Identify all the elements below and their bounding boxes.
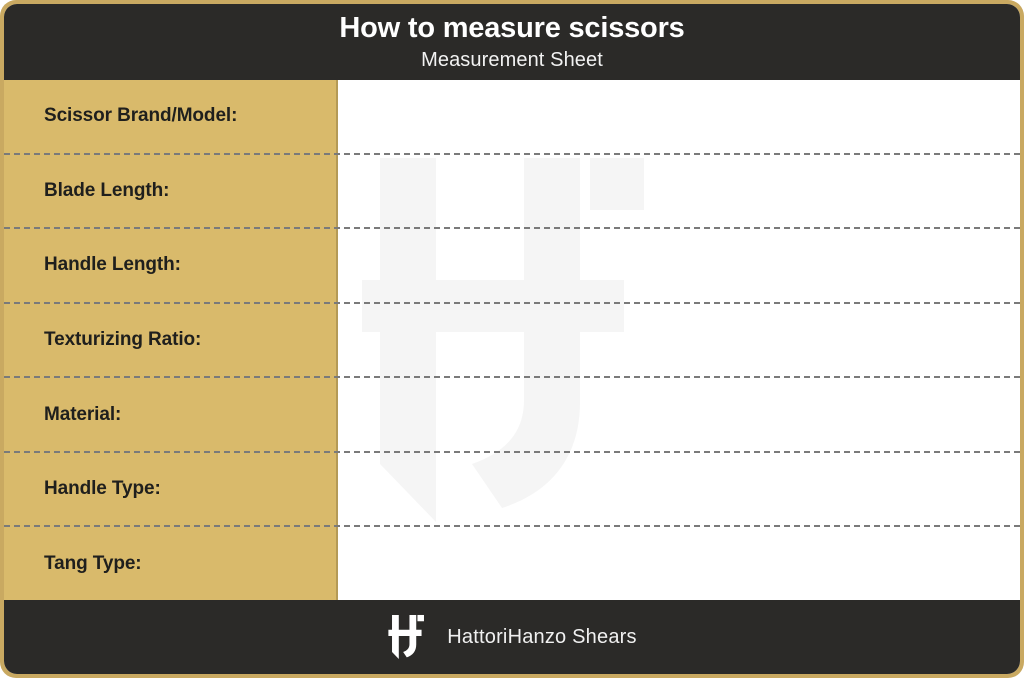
row-field-material[interactable] (338, 378, 1020, 451)
table-row: Texturizing Ratio: (4, 304, 1020, 379)
row-label-blade-length: Blade Length: (44, 179, 170, 201)
table-row: Tang Type: (4, 527, 1020, 600)
measurement-rows: Scissor Brand/Model: Blade Length: Handl… (4, 80, 1020, 600)
table-row: Material: (4, 378, 1020, 453)
row-field-scissor-brand-model[interactable] (338, 80, 1020, 153)
measurement-sheet-inner: How to measure scissors Measurement Shee… (4, 4, 1020, 674)
table-row: Handle Type: (4, 453, 1020, 528)
hattori-hanzo-monogram-icon (387, 614, 429, 660)
row-label-handle-length: Handle Length: (44, 254, 181, 276)
sheet-header: How to measure scissors Measurement Shee… (4, 4, 1020, 80)
page-title: How to measure scissors (339, 12, 685, 44)
page-subtitle: Measurement Sheet (421, 49, 603, 71)
row-label-material: Material: (44, 403, 122, 425)
row-label-scissor-brand-model: Scissor Brand/Model: (44, 105, 238, 127)
row-field-handle-length[interactable] (338, 229, 1020, 302)
table-row: Handle Length: (4, 229, 1020, 304)
row-label-tang-type: Tang Type: (44, 552, 142, 574)
row-label-texturizing-ratio: Texturizing Ratio: (44, 329, 202, 351)
row-field-blade-length[interactable] (338, 155, 1020, 228)
label-column-background (4, 80, 338, 600)
sheet-footer: HattoriHanzo Shears (4, 600, 1020, 674)
row-field-texturizing-ratio[interactable] (338, 304, 1020, 377)
table-row: Blade Length: (4, 155, 1020, 230)
row-field-handle-type[interactable] (338, 453, 1020, 526)
row-field-tang-type[interactable] (338, 527, 1020, 600)
brand-name: HattoriHanzo Shears (447, 625, 637, 648)
table-row: Scissor Brand/Model: (4, 80, 1020, 155)
row-label-handle-type: Handle Type: (44, 478, 161, 500)
form-body: Scissor Brand/Model: Blade Length: Handl… (4, 80, 1020, 600)
